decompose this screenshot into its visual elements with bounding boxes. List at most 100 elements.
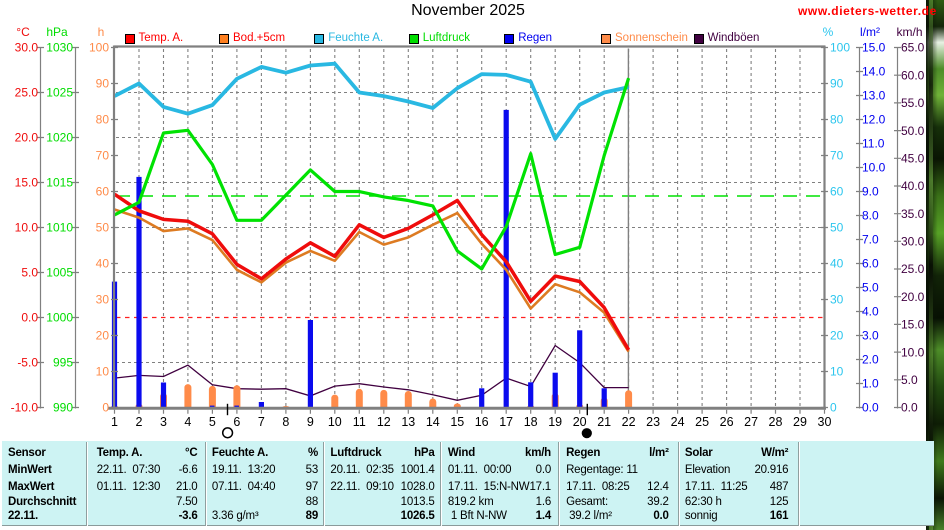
svg-text:8.0: 8.0	[862, 209, 879, 223]
svg-text:50: 50	[96, 221, 110, 235]
svg-text:10: 10	[96, 365, 110, 379]
svg-text:2.0: 2.0	[862, 353, 879, 367]
svg-text:995: 995	[53, 356, 73, 370]
svg-text:40: 40	[96, 257, 110, 271]
svg-text:1020: 1020	[46, 131, 73, 145]
svg-text:2: 2	[136, 415, 143, 429]
svg-text:20: 20	[573, 415, 587, 429]
svg-text:40.0: 40.0	[901, 179, 925, 193]
svg-text:5: 5	[209, 415, 216, 429]
svg-text:4: 4	[184, 415, 191, 429]
svg-text:°C: °C	[16, 25, 30, 39]
svg-text:15.0: 15.0	[862, 41, 886, 55]
svg-text:27: 27	[744, 415, 758, 429]
svg-text:9.0: 9.0	[862, 185, 879, 199]
svg-text:14.0: 14.0	[862, 65, 886, 79]
svg-text:5.0: 5.0	[21, 266, 38, 280]
svg-text:30.0: 30.0	[901, 235, 925, 249]
svg-text:1010: 1010	[46, 221, 73, 235]
svg-text:15.0: 15.0	[15, 176, 39, 190]
svg-text:4.0: 4.0	[862, 305, 879, 319]
svg-text:1: 1	[111, 415, 118, 429]
svg-text:1000: 1000	[46, 311, 73, 325]
svg-text:15: 15	[450, 415, 464, 429]
svg-text:hPa: hPa	[46, 25, 68, 39]
svg-text:6.0: 6.0	[862, 257, 879, 271]
svg-text:8: 8	[282, 415, 289, 429]
svg-text:23: 23	[646, 415, 660, 429]
svg-text:3.0: 3.0	[862, 329, 879, 343]
svg-text:13.0: 13.0	[862, 89, 886, 103]
svg-text:0.0: 0.0	[21, 311, 38, 325]
svg-text:km/h: km/h	[896, 25, 922, 39]
svg-text:15.0: 15.0	[901, 318, 925, 332]
svg-text:35.0: 35.0	[901, 207, 925, 221]
svg-text:1025: 1025	[46, 86, 73, 100]
svg-text:12.0: 12.0	[862, 113, 886, 127]
svg-text:11.0: 11.0	[862, 137, 885, 151]
svg-text:20: 20	[96, 329, 110, 343]
svg-text:30: 30	[96, 293, 110, 307]
svg-text:80: 80	[96, 113, 110, 127]
svg-text:11: 11	[353, 415, 366, 429]
svg-text:18: 18	[524, 415, 538, 429]
svg-text:90: 90	[96, 77, 110, 91]
svg-text:13: 13	[401, 415, 415, 429]
svg-text:45.0: 45.0	[901, 152, 925, 166]
svg-text:990: 990	[53, 401, 73, 415]
svg-text:9: 9	[307, 415, 314, 429]
svg-text:28: 28	[769, 415, 783, 429]
svg-text:7.0: 7.0	[862, 233, 879, 247]
svg-text:10.0: 10.0	[862, 161, 886, 175]
svg-text:20: 20	[830, 329, 844, 343]
svg-text:70: 70	[96, 149, 110, 163]
svg-text:0.0: 0.0	[862, 401, 879, 415]
svg-text:50.0: 50.0	[901, 124, 925, 138]
svg-text:3: 3	[160, 415, 167, 429]
svg-text:1030: 1030	[46, 41, 73, 55]
svg-text:25: 25	[695, 415, 709, 429]
svg-text:55.0: 55.0	[901, 96, 925, 110]
svg-text:90: 90	[830, 77, 844, 91]
svg-text:l/m²: l/m²	[860, 25, 880, 39]
svg-text:10: 10	[830, 365, 844, 379]
svg-text:100: 100	[89, 41, 109, 55]
svg-text:10: 10	[328, 415, 342, 429]
svg-text:65.0: 65.0	[901, 41, 925, 55]
svg-text:h: h	[98, 25, 105, 39]
svg-text:19: 19	[548, 415, 562, 429]
svg-text:26: 26	[720, 415, 734, 429]
svg-text:6: 6	[233, 415, 240, 429]
svg-text:-10.0: -10.0	[11, 401, 39, 415]
svg-text:100: 100	[830, 41, 850, 55]
svg-text:22: 22	[622, 415, 636, 429]
svg-text:60: 60	[830, 185, 844, 199]
svg-text:60.0: 60.0	[901, 68, 925, 82]
svg-text:-5.0: -5.0	[17, 356, 38, 370]
svg-text:5.0: 5.0	[862, 281, 879, 295]
svg-text:30: 30	[818, 415, 832, 429]
svg-text:1005: 1005	[46, 266, 73, 280]
svg-text:25.0: 25.0	[901, 262, 925, 276]
svg-text:17: 17	[499, 415, 513, 429]
svg-text:24: 24	[671, 415, 685, 429]
svg-text:7: 7	[258, 415, 265, 429]
svg-text:25.0: 25.0	[15, 86, 39, 100]
svg-text:16: 16	[475, 415, 489, 429]
svg-text:20.0: 20.0	[901, 290, 925, 304]
svg-text:1.0: 1.0	[862, 377, 879, 391]
svg-text:29: 29	[793, 415, 807, 429]
svg-text:30: 30	[830, 293, 844, 307]
svg-text:60: 60	[96, 185, 110, 199]
svg-text:21: 21	[597, 415, 611, 429]
svg-text:0: 0	[102, 401, 109, 415]
svg-text:1015: 1015	[46, 176, 73, 190]
svg-text:50: 50	[830, 221, 844, 235]
svg-text:10.0: 10.0	[901, 345, 925, 359]
svg-text:10.0: 10.0	[15, 221, 39, 235]
svg-text:12: 12	[377, 415, 391, 429]
svg-text:%: %	[823, 25, 834, 39]
svg-text:20.0: 20.0	[15, 131, 39, 145]
svg-text:70: 70	[830, 149, 844, 163]
svg-text:80: 80	[830, 113, 844, 127]
